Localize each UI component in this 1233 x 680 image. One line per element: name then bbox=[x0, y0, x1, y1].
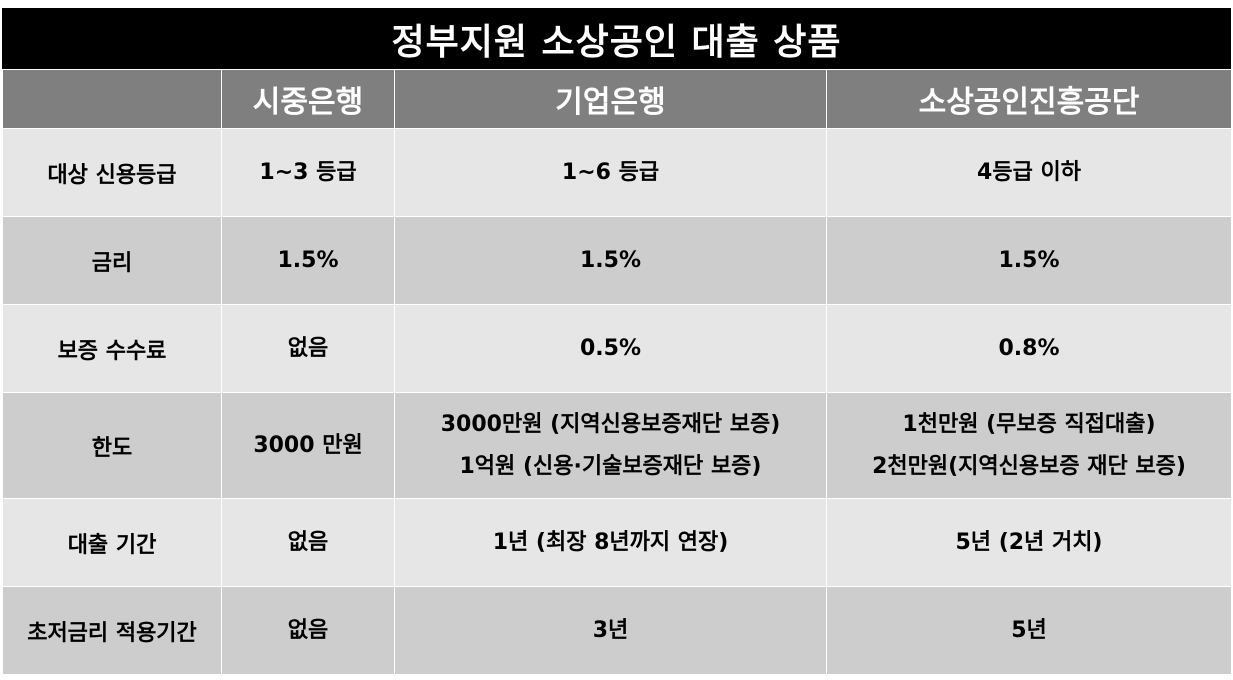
row-credit-grade: 대상 신용등급 1~3 등급 1~6 등급 4등급 이하 bbox=[2, 128, 1232, 217]
cell-text: 1~6 등급 bbox=[561, 159, 660, 185]
loan-comparison-table: 시중은행 기업은행 소상공인진흥공단 대상 신용등급 1~3 등급 1~6 등급… bbox=[2, 69, 1232, 675]
cell-semas: 1천만원 (무보증 직접대출) 2천만원(지역신용보증 재단 보증) bbox=[826, 392, 1232, 499]
header-ibk-bank: 기업은행 bbox=[394, 69, 827, 129]
cell-ibk-bank: 1.5% bbox=[394, 216, 827, 305]
row-label: 대출 기간 bbox=[2, 498, 222, 587]
cell-text: 0.8% bbox=[998, 335, 1060, 361]
cell-ibk-bank: 3년 bbox=[394, 586, 827, 675]
cell-commercial-bank: 없음 bbox=[221, 304, 395, 393]
cell-text: 없음 bbox=[287, 335, 329, 361]
row-label: 대상 신용등급 bbox=[2, 128, 222, 217]
header-commercial-bank: 시중은행 bbox=[221, 69, 395, 129]
cell-text: 1.5% bbox=[998, 247, 1060, 273]
cell-text-line-1: 1천만원 (무보증 직접대출) bbox=[902, 411, 1156, 437]
header-corner bbox=[2, 69, 222, 129]
row-label: 보증 수수료 bbox=[2, 304, 222, 393]
row-label: 초저금리 적용기간 bbox=[2, 586, 222, 675]
cell-commercial-bank: 없음 bbox=[221, 586, 395, 675]
row-loan-period: 대출 기간 없음 1년 (최장 8년까지 연장) 5년 (2년 거치) bbox=[2, 498, 1232, 587]
cell-ibk-bank: 3000만원 (지역신용보증재단 보증) 1억원 (신용·기술보증재단 보증) bbox=[394, 392, 827, 499]
cell-semas: 0.8% bbox=[826, 304, 1232, 393]
cell-text: 없음 bbox=[287, 529, 329, 555]
cell-text-line-2: 1억원 (신용·기술보증재단 보증) bbox=[459, 453, 762, 479]
cell-text: 없음 bbox=[287, 617, 329, 643]
cell-commercial-bank: 1.5% bbox=[221, 216, 395, 305]
cell-ibk-bank: 0.5% bbox=[394, 304, 827, 393]
cell-text: 5년 (2년 거치) bbox=[955, 529, 1103, 555]
cell-text-line-1: 3000만원 (지역신용보증재단 보증) bbox=[440, 411, 781, 437]
row-label: 금리 bbox=[2, 216, 222, 305]
row-loan-limit: 한도 3000 만원 3000만원 (지역신용보증재단 보증) 1억원 (신용·… bbox=[2, 392, 1232, 499]
row-low-rate-period: 초저금리 적용기간 없음 3년 5년 bbox=[2, 586, 1232, 675]
header-row: 시중은행 기업은행 소상공인진흥공단 bbox=[2, 69, 1232, 129]
cell-text: 3년 bbox=[592, 617, 629, 643]
cell-text-line-2: 2천만원(지역신용보증 재단 보증) bbox=[872, 453, 1186, 479]
cell-semas: 5년 bbox=[826, 586, 1232, 675]
cell-commercial-bank: 없음 bbox=[221, 498, 395, 587]
cell-ibk-bank: 1~6 등급 bbox=[394, 128, 827, 217]
cell-commercial-bank: 3000 만원 bbox=[221, 392, 395, 499]
row-guarantee-fee: 보증 수수료 없음 0.5% 0.8% bbox=[2, 304, 1232, 393]
cell-text: 0.5% bbox=[579, 335, 641, 361]
header-semas: 소상공인진흥공단 bbox=[826, 69, 1232, 129]
cell-text: 5년 bbox=[1011, 617, 1047, 643]
row-label: 한도 bbox=[2, 392, 222, 499]
cell-semas: 1.5% bbox=[826, 216, 1232, 305]
row-interest-rate: 금리 1.5% 1.5% 1.5% bbox=[2, 216, 1232, 305]
loan-comparison-slide: 정부지원 소상공인 대출 상품 시중은행 기업은행 소상공인진흥공단 대상 신용… bbox=[2, 8, 1232, 678]
cell-semas: 4등급 이하 bbox=[826, 128, 1232, 217]
cell-text: 1.5% bbox=[579, 247, 641, 273]
cell-ibk-bank: 1년 (최장 8년까지 연장) bbox=[394, 498, 827, 587]
cell-text: 1~3 등급 bbox=[259, 159, 357, 185]
page-title: 정부지원 소상공인 대출 상품 bbox=[2, 8, 1231, 69]
cell-semas: 5년 (2년 거치) bbox=[826, 498, 1232, 587]
cell-text: 3000 만원 bbox=[253, 432, 363, 458]
cell-text: 1년 (최장 8년까지 연장) bbox=[492, 529, 729, 555]
cell-text: 1.5% bbox=[277, 247, 339, 273]
cell-commercial-bank: 1~3 등급 bbox=[221, 128, 395, 217]
cell-text: 4등급 이하 bbox=[977, 159, 1081, 185]
